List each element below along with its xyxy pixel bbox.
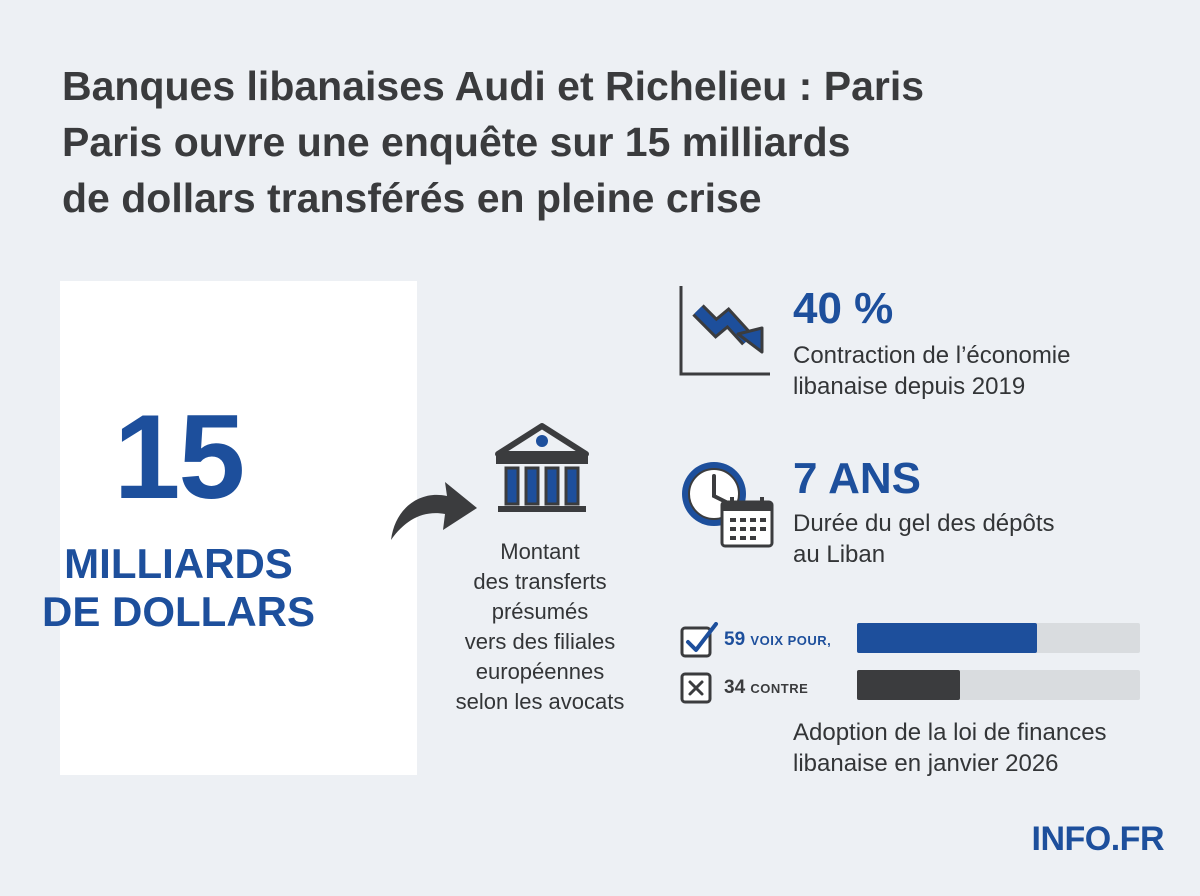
stat-label-contraction-line-1: Contraction de l’économie [793,342,1071,369]
vote-for-bar [857,623,1037,653]
key-figure-unit-line-2: DE DOLLARS [42,588,315,635]
headline: Banques libanaises Audi et Richelieu : P… [62,58,1062,226]
vote-against-text: 34 CONTRE [724,676,808,701]
vote-against-bar-track [857,670,1140,700]
description-line-4: vers des filiales [464,629,616,654]
headline-line-2: Paris ouvre une enquête sur 15 milliards [62,119,851,165]
description-line-2: des transferts [473,569,607,594]
vote-against-label: CONTRE [750,681,809,696]
declining-chart-icon [679,286,770,376]
key-figure-card [60,281,417,775]
bank-building-icon [495,423,589,512]
vote-caption-line-1: Adoption de la loi de finances [793,719,1107,746]
cross-box-icon [680,672,712,704]
headline-line-1: Banques libanaises Audi et Richelieu : P… [62,63,925,109]
stat-label-contraction: Contraction de l’économie libanaise depu… [793,340,1071,402]
checkmark-box-icon [680,622,718,658]
stat-label-deposit-freeze-line-2: au Liban [793,541,886,568]
description-line-1: Montant [500,539,580,564]
stat-label-deposit-freeze: Durée du gel des dépôts au Liban [793,508,1055,570]
description-line-5: européennes [475,659,605,684]
stat-value-deposit-freeze: 7 ANS [793,454,921,503]
vote-for-label: VOIX POUR, [750,633,832,648]
headline-line-3: de dollars transférés en pleine crise [62,175,762,221]
vote-for-bar-track [857,623,1140,653]
clock-calendar-icon [682,462,774,548]
description-line-6: selon les avocats [455,689,625,714]
key-figure-unit: MILLIARDS DE DOLLARS [0,540,357,636]
vote-for-count: 59 [724,629,746,650]
brand-logo: INFO.FR [1031,820,1165,858]
description-line-3: présumés [491,599,589,624]
key-figure-unit-line-1: MILLIARDS [64,540,293,587]
vote-caption: Adoption de la loi de finances libanaise… [793,717,1107,779]
stat-label-deposit-freeze-line-1: Durée du gel des dépôts [793,510,1055,537]
vote-against-bar [857,670,961,700]
vote-for-text: 59 VOIX POUR, [724,628,831,653]
stat-label-contraction-line-2: libanaise depuis 2019 [793,373,1026,400]
curved-arrow-icon [391,482,477,540]
stat-value-contraction: 40 % [793,284,894,333]
vote-caption-line-2: libanaise en janvier 2026 [793,750,1059,777]
key-figure-description: Montant des transferts présumés vers des… [440,537,640,717]
key-figure-number: 15 [113,390,245,524]
vote-against-count: 34 [724,677,746,698]
